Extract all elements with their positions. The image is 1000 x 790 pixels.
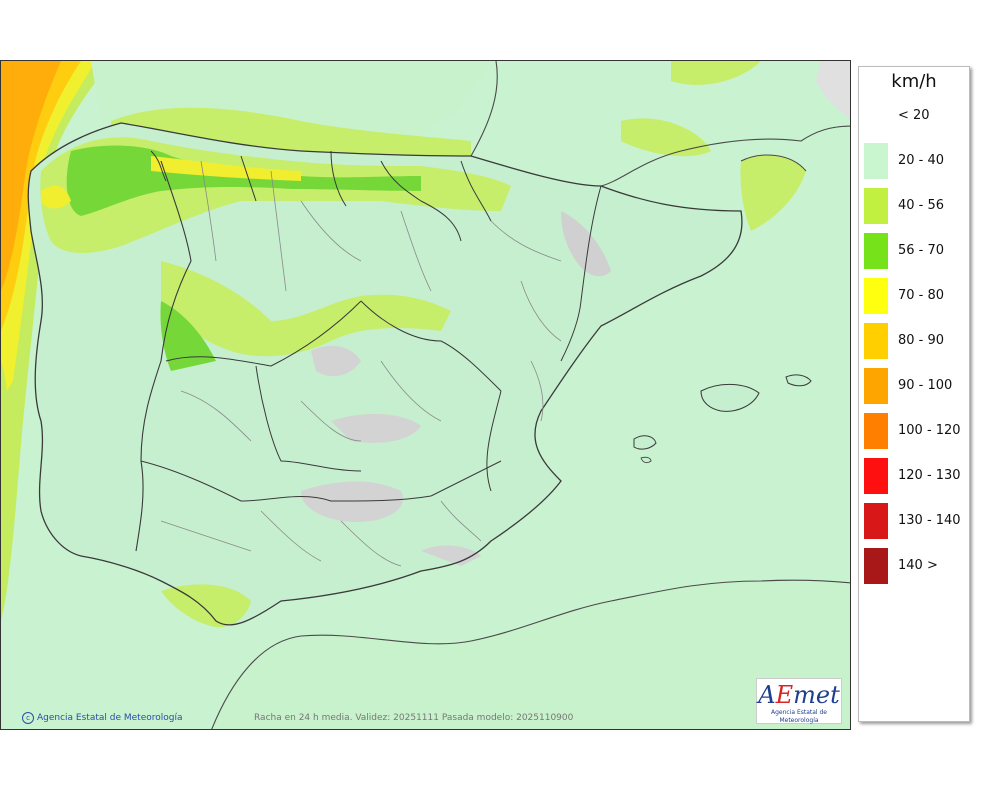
relief-pyrenees-east [561,211,611,277]
legend-swatch [864,278,888,314]
legend-item: 80 - 90 [864,321,968,361]
wind-legend: km/h < 20 20 - 40 40 - 56 56 - 70 70 - 80 80 … [858,66,970,722]
band-40-56-gibraltar [161,584,251,628]
relief-south-central [331,414,421,443]
aemet-logo-mark: AEmet [758,681,840,709]
credit-text: Agencia Estatal de Meteorología [37,713,183,723]
legend-label: < 20 [898,108,930,123]
legend-item: < 20 [864,96,968,136]
menorca [785,374,812,387]
legend-item: 70 - 80 [864,276,968,316]
legend-item: 40 - 56 [864,186,968,226]
band-40-56-gulf [621,118,711,157]
relief-betic [301,481,403,522]
relief-southeast [421,545,481,566]
legend-label: 90 - 100 [898,378,953,393]
legend-unit: km/h [891,71,937,92]
agency-credit: c Agencia Estatal de Meteorología [22,712,183,724]
legend-label: 20 - 40 [898,153,945,168]
regional-borders [140,150,602,502]
map-caption: Racha en 24 h media. Validez: 20251111 P… [254,713,574,723]
legend-label: 70 - 80 [898,288,945,303]
band-70-80-north [151,156,301,181]
legend-swatch [864,458,888,494]
legend-item: 90 - 100 [864,366,968,406]
legend-item: 100 - 120 [864,411,968,451]
legend-label: 120 - 130 [898,468,961,483]
legend-swatch [864,98,888,134]
relief-central [311,345,361,377]
legend-label: 80 - 90 [898,333,945,348]
band-40-56-france [671,61,761,85]
aemet-logo-subtitle: Agencia Estatal de Meteorología [770,709,827,724]
portugal-border [135,160,192,552]
legend-label: 40 - 56 [898,198,945,213]
legend-swatch [864,188,888,224]
legend-label: 56 - 70 [898,243,945,258]
copyright-icon: c [22,712,34,724]
legend-swatch [864,548,888,584]
formentera [640,456,652,464]
legend-item: 140 > [864,546,968,586]
legend-label: 130 - 140 [898,513,961,528]
wind-gust-map [0,60,851,730]
legend-swatch [864,368,888,404]
band-40-56-mediterranean [740,155,806,231]
legend-swatch [864,323,888,359]
legend-item: 120 - 130 [864,456,968,496]
peninsula-coastline [27,122,743,626]
band-40-56-interior [161,261,451,357]
legend-item: 20 - 40 [864,141,968,181]
legend-label: 100 - 120 [898,423,961,438]
iberian-peninsula [28,123,742,625]
legend-swatch [864,233,888,269]
ibiza [633,435,657,450]
france-coastline [470,61,850,187]
legend-item: 56 - 70 [864,231,968,271]
africa-coastline [211,579,850,729]
legend-item: 130 - 140 [864,501,968,541]
band-70-80-galicia [41,185,71,209]
legend-swatch [864,143,888,179]
band-90-100-atlantic [1,61,61,291]
relief-alps [816,61,850,120]
band-56-70-portugal [160,301,216,371]
legend-swatch [864,413,888,449]
french-med-coast [740,154,807,172]
map-canvas [1,61,850,729]
aemet-logo: AEmet Agencia Estatal de Meteorología [756,678,842,724]
legend-swatch [864,503,888,539]
province-borders [160,160,562,567]
band-40-56-west [1,361,9,501]
north-africa [211,580,850,729]
mallorca [700,384,760,412]
legend-label: 140 > [898,558,938,573]
